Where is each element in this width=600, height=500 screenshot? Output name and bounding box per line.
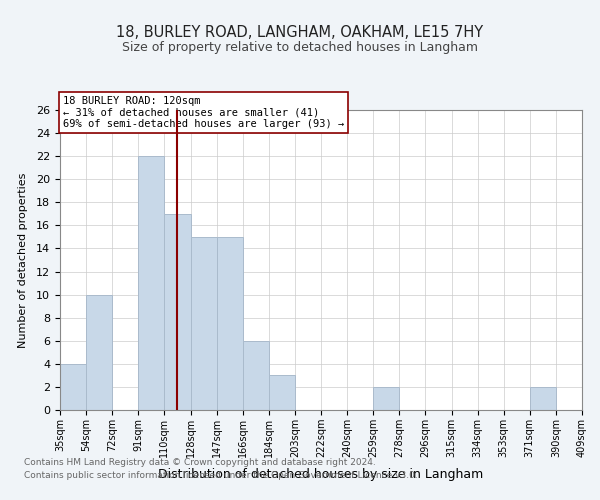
Text: Contains HM Land Registry data © Crown copyright and database right 2024.: Contains HM Land Registry data © Crown c…: [24, 458, 376, 467]
Bar: [139, 156, 164, 410]
Bar: [243, 341, 269, 410]
Bar: [60, 364, 86, 410]
Bar: [164, 214, 191, 410]
Bar: [530, 387, 556, 410]
Bar: [217, 237, 243, 410]
Bar: [191, 237, 217, 410]
Text: Size of property relative to detached houses in Langham: Size of property relative to detached ho…: [122, 41, 478, 54]
Bar: [86, 294, 112, 410]
Text: Contains public sector information licensed under the Open Government Licence v3: Contains public sector information licen…: [24, 472, 418, 480]
Text: 18 BURLEY ROAD: 120sqm
← 31% of detached houses are smaller (41)
69% of semi-det: 18 BURLEY ROAD: 120sqm ← 31% of detached…: [63, 96, 344, 130]
Bar: [373, 387, 400, 410]
X-axis label: Distribution of detached houses by size in Langham: Distribution of detached houses by size …: [158, 468, 484, 481]
Text: 18, BURLEY ROAD, LANGHAM, OAKHAM, LE15 7HY: 18, BURLEY ROAD, LANGHAM, OAKHAM, LE15 7…: [116, 25, 484, 40]
Bar: [269, 376, 295, 410]
Y-axis label: Number of detached properties: Number of detached properties: [17, 172, 28, 348]
